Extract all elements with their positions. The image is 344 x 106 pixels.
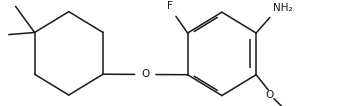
Text: F: F — [168, 1, 173, 11]
Text: NH₂: NH₂ — [273, 3, 293, 13]
Text: O: O — [141, 69, 149, 80]
Text: O: O — [266, 90, 274, 100]
